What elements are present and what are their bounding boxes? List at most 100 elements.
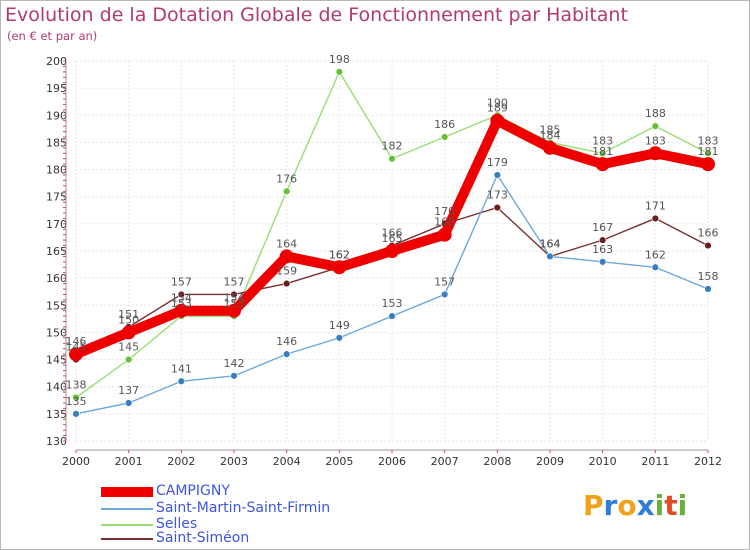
data-label: 153 — [171, 297, 192, 310]
data-label: 162 — [329, 248, 350, 261]
legend-item: Saint-Martin-Saint-Firmin — [101, 500, 421, 516]
data-point — [595, 157, 610, 172]
data-point — [651, 214, 660, 223]
data-point — [546, 252, 554, 261]
data-point — [385, 244, 399, 258]
y-tick-label: 140 — [46, 381, 67, 394]
data-label: 183 — [698, 134, 719, 147]
data-label: 198 — [329, 53, 350, 66]
proxiti-logo: Proxiti — [583, 489, 687, 522]
data-point — [598, 236, 607, 244]
data-label: 154 — [171, 292, 192, 305]
x-tick-label: 2003 — [220, 455, 248, 468]
series-0 — [69, 113, 715, 362]
data-point — [543, 140, 557, 155]
data-point — [227, 303, 241, 318]
legend-swatch — [101, 524, 153, 526]
y-tick-label: 145 — [46, 354, 67, 367]
data-label: 153 — [224, 297, 245, 310]
line-chart: 1301351401451501551601651701751801851901… — [46, 53, 722, 468]
data-point — [388, 312, 396, 320]
data-label: 182 — [382, 140, 403, 153]
data-label: 164 — [540, 237, 561, 250]
data-point — [124, 355, 133, 364]
data-label: 189 — [487, 102, 508, 115]
data-label: 179 — [487, 156, 508, 169]
data-point — [72, 393, 80, 402]
data-label: 153 — [382, 297, 403, 310]
y-tick-label: 160 — [46, 272, 67, 285]
data-label: 145 — [66, 341, 87, 354]
data-label: 173 — [487, 189, 508, 202]
data-point — [704, 149, 712, 157]
data-label: 163 — [592, 243, 613, 256]
x-tick-label: 2000 — [62, 455, 90, 468]
data-label: 186 — [434, 118, 455, 131]
x-tick-label: 2011 — [641, 455, 669, 468]
data-point — [121, 325, 136, 340]
data-label: 164 — [540, 237, 561, 250]
data-point — [177, 377, 186, 385]
data-point — [332, 260, 347, 275]
y-tick-label: 180 — [46, 164, 67, 177]
data-label: 167 — [592, 221, 613, 234]
data-label: 151 — [118, 308, 139, 321]
legend-swatch — [101, 538, 153, 540]
legend-item: CAMPIGNY — [101, 483, 421, 499]
logo-letter: o — [617, 489, 637, 522]
legend-item: Saint-Siméon — [101, 530, 421, 546]
data-point — [648, 146, 663, 161]
x-tick-label: 2009 — [536, 455, 564, 468]
data-point — [440, 133, 449, 141]
y-tick-label: 185 — [46, 136, 67, 149]
data-label: 159 — [276, 265, 297, 278]
x-tick-label: 2012 — [694, 455, 722, 468]
y-tick-label: 190 — [46, 109, 67, 122]
data-point — [493, 203, 502, 212]
data-point — [651, 263, 660, 271]
logo-letter: i — [654, 489, 665, 522]
data-point — [490, 113, 505, 128]
data-label: 157 — [224, 275, 245, 288]
axis-layer: 1301351401451501551601651701751801851901… — [46, 55, 722, 468]
y-tick-label: 150 — [46, 326, 67, 339]
data-point — [69, 347, 83, 362]
y-tick-label: 195 — [46, 82, 67, 95]
data-label: 162 — [645, 248, 666, 261]
data-label: 185 — [540, 123, 561, 136]
data-label: 146 — [276, 335, 297, 348]
y-tick-label: 155 — [46, 299, 67, 312]
x-tick-label: 2010 — [589, 455, 617, 468]
data-label: 157 — [171, 275, 192, 288]
y-tick-label: 165 — [46, 245, 67, 258]
y-tick-label: 170 — [46, 218, 67, 231]
x-tick-label: 2008 — [483, 455, 511, 468]
legend-label: Saint-Martin-Saint-Firmin — [156, 500, 331, 516]
data-label: 142 — [224, 357, 245, 370]
data-point — [282, 350, 291, 358]
data-label: 190 — [487, 96, 508, 109]
data-label: 181 — [592, 145, 613, 158]
data-label: 154 — [224, 292, 245, 305]
data-point — [651, 122, 660, 130]
data-point — [493, 171, 502, 179]
y-tick-label: 200 — [46, 55, 67, 68]
data-point — [177, 290, 186, 299]
x-tick-label: 2002 — [167, 455, 195, 468]
data-label: 176 — [276, 172, 297, 185]
data-label: 166 — [698, 227, 719, 240]
x-tick-label: 2006 — [378, 455, 406, 468]
x-tick-label: 2005 — [325, 455, 353, 468]
data-label: 145 — [118, 341, 139, 354]
logo-letter: P — [583, 489, 604, 522]
data-point — [335, 68, 344, 76]
data-point — [704, 285, 712, 293]
y-tick-label: 135 — [46, 408, 67, 421]
data-label: 188 — [645, 107, 666, 120]
data-label: 166 — [382, 227, 403, 240]
data-point — [174, 303, 189, 318]
series-layer — [69, 68, 715, 418]
data-point — [440, 290, 449, 299]
